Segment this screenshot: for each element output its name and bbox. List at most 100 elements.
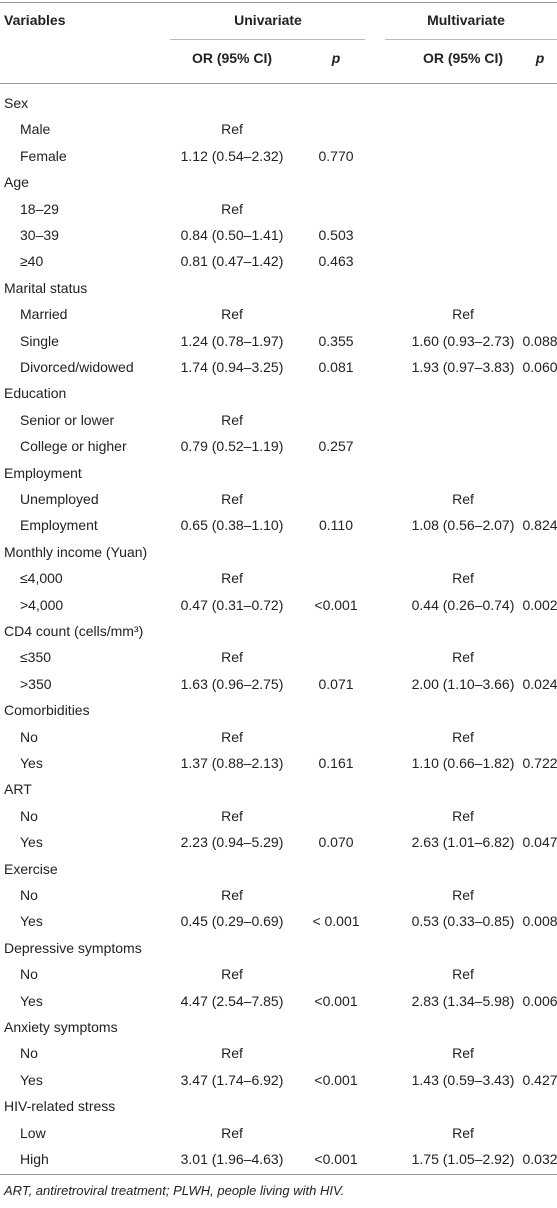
rule — [0, 83, 557, 84]
group-label: Anxiety symptoms — [4, 1019, 118, 1035]
cell: 4.47 (2.54–7.85) — [180, 992, 284, 1009]
header-cell: p — [535, 50, 545, 66]
cell: Ref — [221, 1124, 243, 1141]
cell: Ref — [452, 570, 474, 587]
group-label: Marital status — [4, 279, 88, 296]
cell: 0.65 (0.38–1.10) — [180, 517, 284, 534]
cell: 1.43 (0.59–3.43) — [411, 1071, 515, 1088]
cell: <0.001 — [314, 1071, 358, 1088]
cell: 0.008 — [522, 913, 557, 930]
group-label: Depressive symptoms — [4, 939, 142, 956]
group-label: Monthly income (Yuan) — [4, 543, 148, 560]
cell: 0.161 — [318, 755, 354, 771]
cell: 0.79 (0.52–1.19) — [180, 438, 284, 455]
row-label: Yes — [20, 992, 43, 1009]
cell: 0.088 — [522, 332, 557, 349]
cell: 2.63 (1.01–6.82) — [411, 834, 515, 851]
cell: Ref — [221, 411, 243, 428]
row-label: Divorced/widowed — [20, 359, 134, 375]
cell: 0.427 — [522, 1071, 557, 1088]
cell: 0.463 — [318, 253, 354, 270]
row-label: >350 — [20, 675, 52, 692]
cell: 0.047 — [522, 834, 557, 851]
cell: <0.001 — [314, 992, 358, 1009]
cell: <0.001 — [314, 1151, 358, 1167]
row-label: ≤4,000 — [20, 570, 63, 587]
row-label: ≥40 — [20, 253, 44, 270]
row-label: Male — [20, 121, 51, 138]
cell: 2.83 (1.34–5.98) — [411, 992, 515, 1009]
rule — [170, 39, 365, 40]
group-label: Comorbidities — [4, 702, 90, 719]
cell: 0.824 — [522, 517, 557, 534]
cell: 0.84 (0.50–1.41) — [180, 227, 284, 243]
cell: Ref — [452, 728, 474, 745]
cell: Ref — [221, 649, 243, 666]
cell: 1.74 (0.94–3.25) — [180, 359, 284, 375]
cell: 0.002 — [522, 596, 557, 613]
row-label: 30–39 — [20, 227, 59, 243]
row-label: 18–29 — [20, 200, 59, 217]
cell: 0.060 — [522, 359, 557, 375]
row-label: ≤350 — [20, 649, 52, 666]
cell: Ref — [221, 491, 243, 507]
row-label: No — [20, 807, 38, 824]
cell: 0.081 — [318, 359, 354, 375]
cell: Ref — [452, 887, 474, 903]
cell: Ref — [221, 1045, 243, 1062]
row-label: Unemployed — [20, 491, 99, 507]
row-label: Female — [20, 147, 67, 164]
cell: Ref — [452, 966, 474, 983]
group-label: Age — [4, 174, 29, 191]
row-label: No — [20, 728, 38, 745]
row-label: Low — [20, 1124, 46, 1141]
row-label: Yes — [20, 834, 43, 851]
cell: Ref — [221, 306, 243, 323]
row-label: College or higher — [20, 438, 127, 455]
group-label: ART — [4, 781, 32, 798]
cell: Ref — [221, 887, 243, 903]
cell: 0.45 (0.29–0.69) — [180, 913, 284, 930]
header-cell: Variables — [4, 12, 66, 28]
group-label: Sex — [4, 95, 29, 111]
cell: 2.23 (0.94–5.29) — [180, 834, 284, 851]
row-label: No — [20, 887, 38, 903]
cell: 1.93 (0.97–3.83) — [411, 359, 515, 375]
cell: 1.63 (0.96–2.75) — [180, 675, 284, 692]
cell: 1.60 (0.93–2.73) — [411, 332, 515, 349]
group-label: Education — [4, 385, 67, 402]
header-cell: OR (95% CI) — [191, 50, 273, 66]
cell: 0.722 — [522, 755, 557, 771]
row-label: Yes — [20, 913, 43, 930]
header-cell: Univariate — [234, 12, 302, 28]
cell: 0.47 (0.31–0.72) — [180, 596, 284, 613]
row-label: Married — [20, 306, 68, 323]
cell: Ref — [452, 491, 474, 507]
cell: 1.10 (0.66–1.82) — [411, 755, 515, 771]
cell: Ref — [221, 121, 243, 138]
row-label: No — [20, 1045, 38, 1062]
cell: 1.75 (1.05–2.92) — [411, 1151, 515, 1167]
cell: Ref — [221, 200, 243, 217]
cell: 0.032 — [522, 1151, 557, 1167]
cell: Ref — [452, 649, 474, 666]
row-label: Yes — [20, 1071, 43, 1088]
row-label: No — [20, 966, 38, 983]
cell: 0.53 (0.33–0.85) — [411, 913, 515, 930]
header-cell: p — [331, 50, 341, 66]
cell: < 0.001 — [312, 913, 360, 930]
cell: Ref — [221, 570, 243, 587]
row-label: Yes — [20, 755, 43, 771]
footnote: ART, antiretroviral treatment; PLWH, peo… — [4, 1183, 345, 1198]
cell: Ref — [221, 728, 243, 745]
header-cell: OR (95% CI) — [422, 50, 504, 66]
group-label: Employment — [4, 464, 82, 481]
row-label: Senior or lower — [20, 411, 115, 428]
cell: Ref — [452, 306, 474, 323]
cell: Ref — [452, 807, 474, 824]
cell: 0.257 — [318, 438, 354, 455]
row-label: High — [20, 1151, 49, 1167]
cell: <0.001 — [314, 596, 358, 613]
cell: Ref — [221, 966, 243, 983]
